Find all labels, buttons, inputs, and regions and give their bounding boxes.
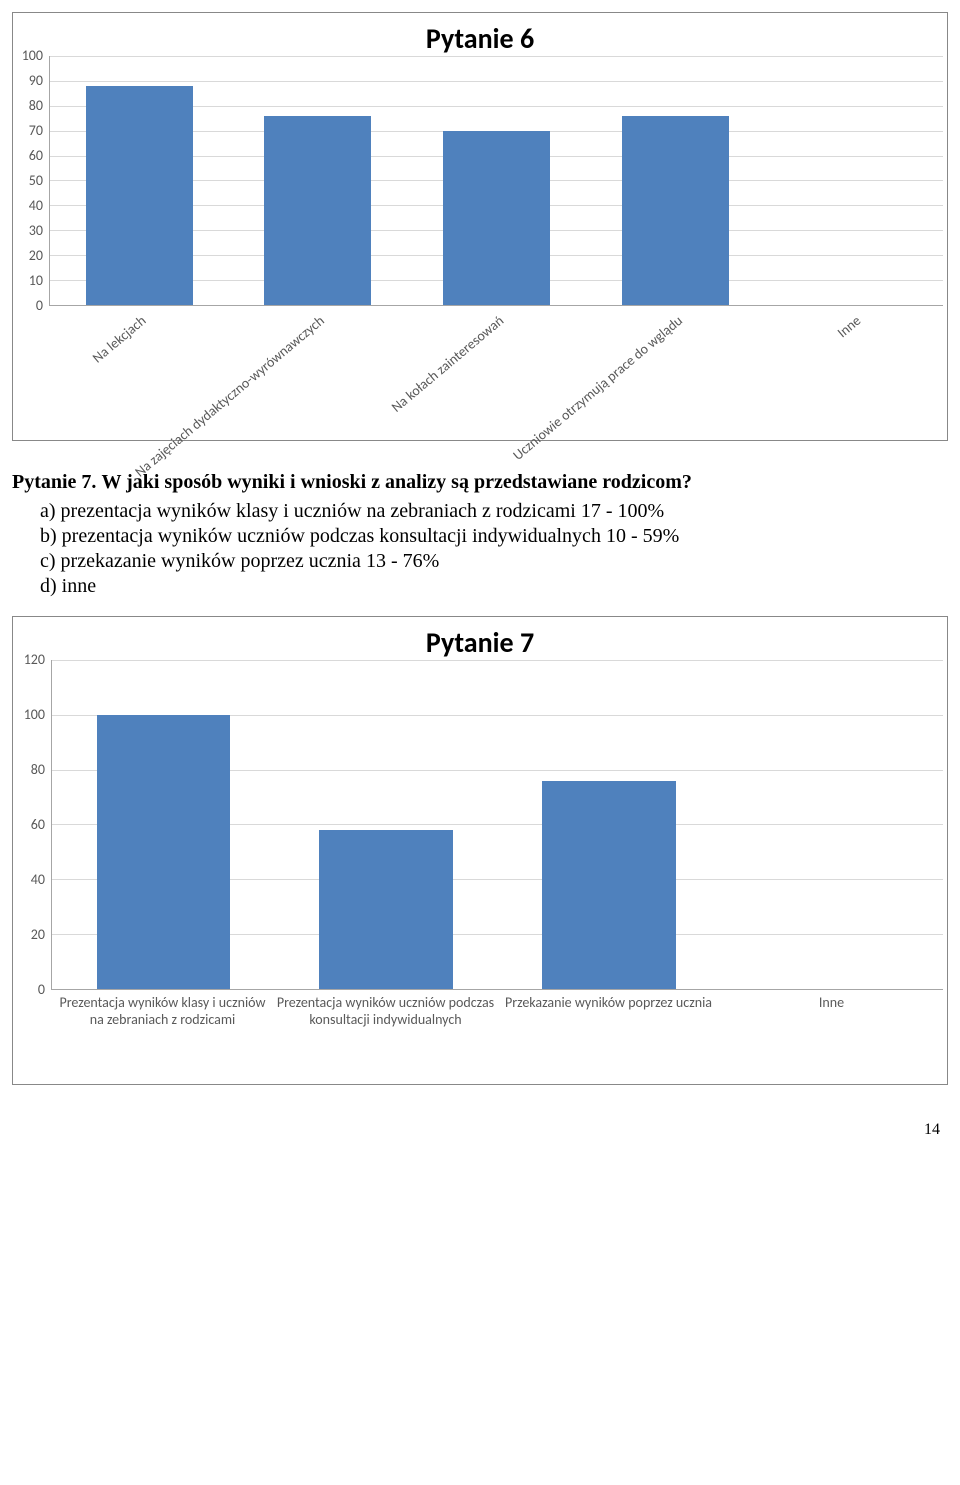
x-label-slot: Inne	[764, 306, 943, 436]
chart-6-x-labels: Na lekcjach Na zajęciach dydaktyczno-wyró…	[49, 306, 943, 436]
bar-slot	[407, 56, 586, 305]
bar	[86, 86, 193, 305]
chart-6-x-axis: Na lekcjach Na zajęciach dydaktyczno-wyró…	[17, 306, 943, 436]
bar-slot	[52, 660, 275, 989]
bar-slot	[229, 56, 408, 305]
bar-slot	[498, 660, 721, 989]
x-label-slot: Inne	[720, 990, 943, 1080]
x-tick-label: Prezentacja wyników klasy i uczniów na z…	[51, 990, 274, 1028]
chart-7-plot-area	[51, 660, 943, 990]
bar	[97, 715, 231, 989]
bar-slot	[275, 660, 498, 989]
question-7-text: W jaki sposób wyniki i wnioski z analizy…	[101, 471, 691, 493]
page-number: 14	[12, 1121, 948, 1139]
bar	[443, 131, 550, 305]
x-tick-label: Inne	[817, 990, 846, 1011]
chart-7-body: 120100806040200	[17, 660, 943, 990]
bar-slot	[764, 56, 943, 305]
question-7-prefix: Pytanie 7.	[12, 471, 96, 493]
chart-6-x-axis-spacer	[17, 306, 49, 436]
chart-6-y-axis: 1009080706050403020100	[17, 56, 49, 306]
chart-7-y-axis: 120100806040200	[17, 660, 51, 990]
answer-line: c) przekazanie wyników poprzez ucznia 13…	[40, 550, 948, 573]
bar-slot	[720, 660, 943, 989]
bar-slot	[50, 56, 229, 305]
chart-6-plot-area	[49, 56, 943, 306]
x-tick-label: Na lekcjach	[89, 312, 149, 366]
x-label-slot: Na zajęciach dydaktyczno-wyrównawczych	[228, 306, 407, 436]
chart-7-bars	[52, 660, 943, 989]
question-7-answers: a) prezentacja wyników klasy i uczniów n…	[40, 500, 948, 598]
answer-line: a) prezentacja wyników klasy i uczniów n…	[40, 500, 948, 523]
x-tick-label: Inne	[834, 312, 864, 341]
bar	[264, 116, 371, 305]
chart-7-title: Pytanie 7	[17, 625, 943, 660]
chart-6-frame: Pytanie 6 1009080706050403020100 Na lekc…	[12, 12, 948, 441]
chart-7-x-labels: Prezentacja wyników klasy i uczniów na z…	[51, 990, 943, 1080]
x-label-slot: Prezentacja wyników uczniów podczas kons…	[274, 990, 497, 1080]
x-label-slot: Uczniowie otrzymują prace do wglądu	[585, 306, 764, 436]
bar	[542, 781, 676, 989]
chart-7-x-axis-spacer	[17, 990, 51, 1080]
x-label-slot: Przekazanie wyników poprzez ucznia	[497, 990, 720, 1080]
chart-7-frame: Pytanie 7 120100806040200 Prezentacja wy…	[12, 616, 948, 1085]
answer-line: d) inne	[40, 575, 948, 598]
chart-7-x-axis: Prezentacja wyników klasy i uczniów na z…	[17, 990, 943, 1080]
chart-6-body: 1009080706050403020100	[17, 56, 943, 306]
chart-6-title: Pytanie 6	[17, 21, 943, 56]
x-tick-label: Na kołach zainteresowań	[388, 312, 507, 416]
question-7-heading: Pytanie 7. W jaki sposób wyniki i wniosk…	[12, 471, 948, 494]
bar	[319, 830, 453, 989]
answer-line: b) prezentacja wyników uczniów podczas k…	[40, 525, 948, 548]
bar	[622, 116, 729, 305]
chart-6-bars	[50, 56, 943, 305]
bar-slot	[586, 56, 765, 305]
x-label-slot: Prezentacja wyników klasy i uczniów na z…	[51, 990, 274, 1080]
x-tick-label: Prezentacja wyników uczniów podczas kons…	[274, 990, 497, 1028]
x-tick-label: Przekazanie wyników poprzez ucznia	[503, 990, 714, 1011]
